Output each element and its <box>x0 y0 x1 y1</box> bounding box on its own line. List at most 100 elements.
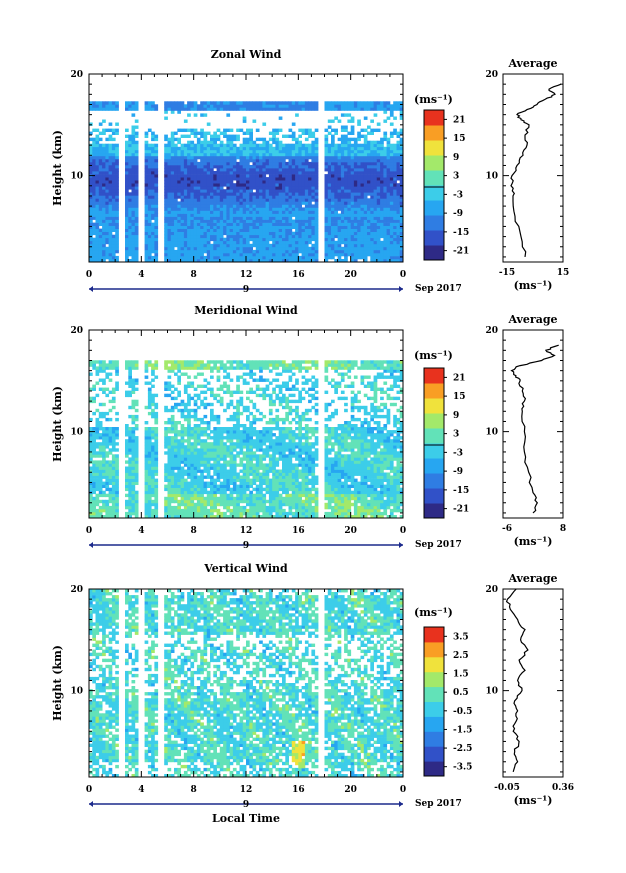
heatmap-cell <box>376 177 381 181</box>
heatmap-cell <box>242 101 247 105</box>
heatmap-cell <box>154 402 159 407</box>
heatmap-cell <box>108 207 113 211</box>
heatmap-cell <box>196 161 201 166</box>
heatmap-cell <box>177 442 181 446</box>
heatmap-cell <box>399 183 403 187</box>
heatmap-cell <box>255 168 260 172</box>
heatmap-cell <box>373 155 378 160</box>
heatmap-cell <box>193 155 198 160</box>
heatmap-cell <box>111 204 116 208</box>
heatmap-cell <box>154 460 159 464</box>
heatmap-cell <box>236 134 240 138</box>
heatmap-cell <box>344 192 348 196</box>
heatmap-cell <box>102 243 106 248</box>
heatmap-cell <box>111 183 116 187</box>
heatmap-cell <box>125 231 129 236</box>
heatmap-cell <box>229 222 234 226</box>
heatmap-cell <box>210 222 214 226</box>
heatmap-cell <box>295 189 299 193</box>
colorbar-segment <box>424 155 444 171</box>
heatmap-cell <box>151 243 155 248</box>
heatmap-cell <box>291 168 296 172</box>
heatmap-cell <box>125 502 129 507</box>
heatmap-cell <box>180 427 185 431</box>
heatmap-cell <box>226 231 231 236</box>
heatmap-cell <box>370 168 374 172</box>
heatmap-cell <box>291 231 296 236</box>
heatmap-cell <box>105 417 110 422</box>
heatmap-cell <box>89 171 93 175</box>
heatmap-cell <box>285 231 289 236</box>
heatmap-cell <box>183 478 188 482</box>
heatmap-cell <box>190 140 195 145</box>
heatmap-cell <box>396 204 401 208</box>
heatmap-cell <box>340 158 345 163</box>
heatmap-cell <box>115 472 119 476</box>
heatmap-cell <box>111 225 116 229</box>
heatmap-cell <box>147 393 152 398</box>
heatmap-cell <box>134 448 139 452</box>
heatmap-cell <box>200 207 204 211</box>
heatmap-cell <box>340 174 345 178</box>
heatmap-cell <box>301 240 306 245</box>
heatmap-cell <box>288 195 293 199</box>
heatmap-cell <box>272 219 276 223</box>
heatmap-cell <box>298 219 302 223</box>
heatmap-cell <box>92 192 96 196</box>
heatmap-cell <box>367 161 371 166</box>
heatmap-cell <box>219 198 224 202</box>
heatmap-cell <box>164 237 168 242</box>
heatmap-cell <box>216 128 221 132</box>
heatmap-cell <box>304 149 309 154</box>
heatmap-cell <box>324 252 329 257</box>
heatmap-cell <box>164 137 168 142</box>
heatmap-cell <box>95 195 100 199</box>
panel-title: Zonal Wind <box>211 48 282 61</box>
heatmap-cell <box>206 171 211 175</box>
heatmap-cell <box>334 195 338 199</box>
heatmap-cell <box>170 222 175 226</box>
heatmap-cell <box>151 198 155 202</box>
heatmap-cell <box>174 213 178 217</box>
heatmap-cell <box>89 237 93 242</box>
colorbar-segment <box>424 140 444 156</box>
heatmap-cell <box>324 137 329 142</box>
heatmap-cell <box>213 246 217 251</box>
heatmap-cell <box>380 180 384 184</box>
heatmap-cell <box>383 195 388 199</box>
heatmap-cell <box>396 240 401 245</box>
heatmap-cell <box>180 466 185 470</box>
heatmap-cell <box>282 210 286 214</box>
heatmap-cell <box>154 487 159 492</box>
heatmap-cell <box>347 113 352 117</box>
heatmap-cell <box>252 171 257 175</box>
heatmap-cell <box>174 387 178 391</box>
heatmap-cell <box>255 195 260 199</box>
heatmap-cell <box>102 484 106 488</box>
heatmap-cell <box>226 155 231 160</box>
heatmap-cell <box>105 171 110 175</box>
heatmap-cell <box>242 255 247 260</box>
heatmap-cell <box>275 216 280 220</box>
heatmap-cell <box>367 189 371 193</box>
heatmap-cell <box>210 210 214 214</box>
heatmap-cell <box>95 502 100 507</box>
heatmap-cell <box>357 158 361 163</box>
heatmap-cell <box>196 180 201 184</box>
heatmap-cell <box>193 158 198 163</box>
heatmap-cell <box>399 146 403 151</box>
heatmap-cell <box>108 152 113 157</box>
heatmap-cell <box>334 131 338 135</box>
heatmap-cell <box>282 155 286 160</box>
heatmap-cell <box>275 174 280 178</box>
avg-y-tick-label: 10 <box>485 172 498 182</box>
heatmap-cell <box>311 234 316 239</box>
heatmap-cell <box>383 237 388 242</box>
heatmap-cell <box>291 134 296 138</box>
colorbar-tick-label: 3 <box>453 172 459 182</box>
heatmap-cell <box>370 210 374 214</box>
heatmap-cell <box>183 219 188 223</box>
heatmap-cell <box>98 122 103 126</box>
heatmap-cell <box>92 252 96 257</box>
heatmap-cell <box>95 259 100 262</box>
